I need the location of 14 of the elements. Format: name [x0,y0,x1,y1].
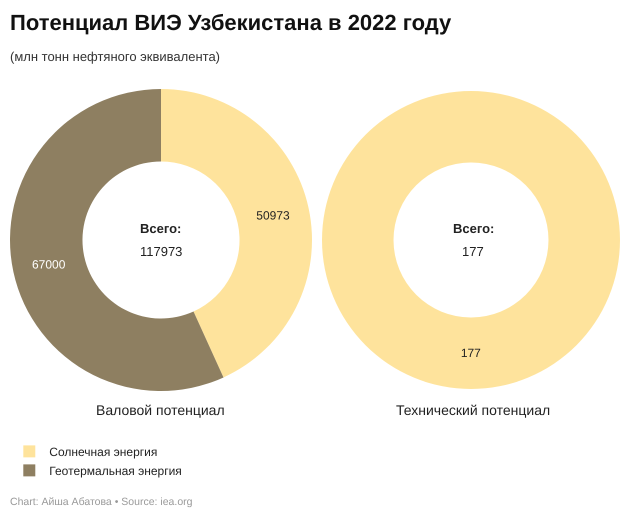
chart-title: Потенциал ВИЭ Узбекистана в 2022 году [10,10,452,36]
data-label: 177 [460,346,482,360]
slice-label: Валовой потенциал [96,402,225,418]
text: Chart: Айша Абатова • Source: iea.org [10,496,192,508]
legend-label: Солнечная энергия [49,445,158,460]
legend-label: Геотермальная энергия [49,464,182,478]
text: 177 [462,244,484,259]
text: 117973 [140,244,182,259]
data-label: 67000 [32,257,66,272]
slice-label: Технический потенциал [396,402,550,418]
chart-subtitle: (млн тонн нефтяного эквивалента) [10,49,220,64]
text: Всего: [140,221,182,236]
text: Всего: [453,221,494,236]
data-label: 50973 [256,208,290,223]
